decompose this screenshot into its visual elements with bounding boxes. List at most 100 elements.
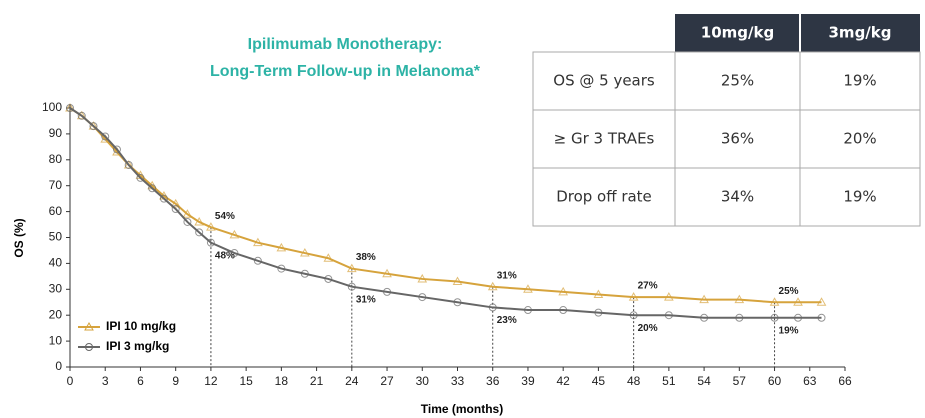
x-tick-label: 48 — [627, 374, 641, 388]
table-cell: 20% — [843, 130, 876, 148]
marker — [794, 313, 803, 322]
series-line — [69, 107, 822, 319]
marker — [206, 238, 215, 247]
marker — [487, 281, 498, 291]
marker — [194, 216, 205, 226]
marker — [629, 311, 638, 320]
annotation-label: 23% — [497, 315, 517, 326]
annotation-label: 27% — [638, 281, 658, 292]
y-tick-label: 30 — [49, 281, 63, 295]
marker — [347, 282, 356, 291]
x-tick-label: 42 — [557, 374, 571, 388]
table-header: 10mg/kg — [701, 24, 774, 42]
series-line — [69, 107, 822, 304]
marker — [300, 269, 309, 278]
x-tick-label: 12 — [204, 374, 218, 388]
x-tick-label: 9 — [172, 374, 179, 388]
table-header-bg — [675, 14, 920, 52]
marker — [84, 321, 94, 331]
marker — [700, 313, 709, 322]
x-tick-label: 6 — [137, 374, 144, 388]
marker — [734, 294, 745, 304]
marker — [382, 268, 392, 278]
x-tick-label: 0 — [67, 374, 74, 388]
marker — [124, 160, 133, 169]
x-tick-label: 51 — [662, 374, 676, 388]
annotation-label: 38% — [356, 252, 376, 263]
marker — [253, 256, 262, 265]
x-axis-label: Time (months) — [421, 402, 503, 416]
marker — [171, 205, 180, 214]
x-tick-label: 24 — [345, 374, 359, 388]
x-tick-label: 57 — [733, 374, 747, 388]
annotation-label: 48% — [215, 250, 235, 261]
x-tick-label: 60 — [768, 374, 782, 388]
marker — [699, 294, 709, 304]
marker — [452, 276, 463, 286]
legend-label: IPI 3 mg/kg — [106, 339, 169, 353]
x-tick-label: 18 — [275, 374, 289, 388]
y-tick-label: 70 — [49, 178, 63, 192]
y-tick-label: 60 — [49, 204, 63, 218]
table-cell: 25% — [721, 72, 754, 90]
marker — [229, 229, 240, 239]
annotation-label: 19% — [779, 325, 799, 336]
x-tick-label: 15 — [239, 374, 253, 388]
y-tick-label: 0 — [55, 359, 62, 373]
marker — [323, 253, 334, 262]
marker — [628, 292, 639, 301]
marker — [183, 217, 192, 226]
marker — [77, 111, 86, 120]
marker — [558, 286, 569, 296]
annotation-label: 20% — [638, 323, 658, 334]
y-tick-label: 80 — [49, 152, 63, 166]
marker — [112, 145, 121, 154]
x-tick-label: 27 — [380, 374, 394, 388]
table-header: 3mg/kg — [829, 24, 892, 42]
annotation-label: 31% — [497, 270, 517, 281]
x-tick-label: 21 — [310, 374, 324, 388]
marker — [159, 194, 168, 203]
marker — [453, 298, 462, 307]
marker — [170, 198, 181, 208]
marker — [559, 306, 568, 315]
y-axis-label: OS (%) — [12, 218, 26, 257]
marker — [523, 284, 533, 293]
chart-title: Long-Term Follow-up in Melanoma* — [210, 63, 481, 80]
marker — [383, 287, 392, 296]
marker — [182, 209, 193, 218]
annotation-label: 31% — [356, 294, 376, 305]
y-tick-label: 40 — [49, 256, 63, 270]
marker — [523, 306, 532, 315]
table-row-label: ≥ Gr 3 TRAEs — [554, 130, 655, 148]
marker — [817, 313, 826, 322]
annotation-label: 25% — [779, 286, 799, 297]
table-cell: 34% — [721, 188, 754, 206]
marker — [770, 313, 779, 322]
x-tick-label: 39 — [521, 374, 535, 388]
marker — [418, 293, 427, 302]
y-tick-label: 50 — [49, 230, 63, 244]
table-border — [532, 51, 921, 227]
marker — [195, 228, 204, 237]
marker — [89, 122, 98, 131]
x-tick-label: 30 — [416, 374, 430, 388]
x-tick-label: 54 — [697, 374, 711, 388]
y-tick-label: 90 — [49, 126, 63, 140]
marker — [735, 313, 744, 322]
marker — [85, 343, 93, 351]
marker — [101, 132, 110, 141]
x-tick-label: 45 — [592, 374, 606, 388]
marker — [346, 263, 357, 273]
x-tick-label: 66 — [838, 374, 852, 388]
x-tick-label: 63 — [803, 374, 817, 388]
marker — [230, 249, 239, 258]
legend-label: IPI 10 mg/kg — [106, 319, 176, 333]
marker — [816, 297, 827, 306]
marker — [793, 297, 803, 306]
marker — [324, 274, 333, 283]
table-cell: 19% — [843, 188, 876, 206]
table-cell: 19% — [843, 72, 876, 90]
marker — [417, 273, 428, 283]
marker — [664, 311, 673, 320]
